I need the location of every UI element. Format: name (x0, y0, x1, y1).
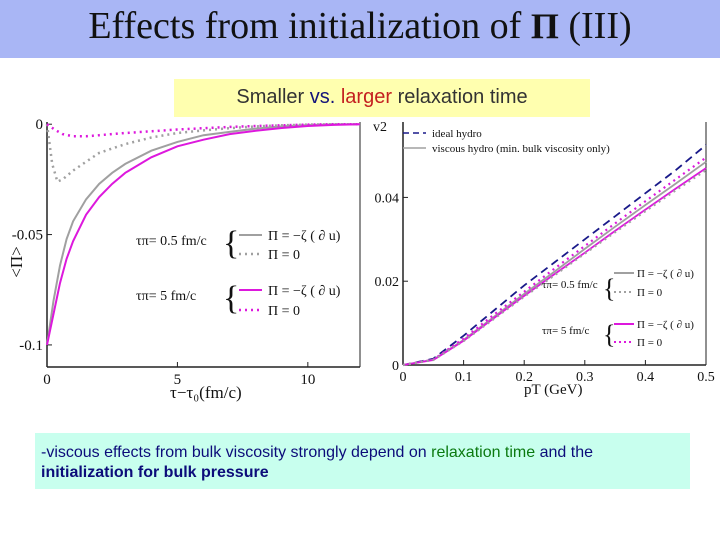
right-y-tick-label: 0.02 (375, 275, 400, 290)
left-legend-brace-2: { (223, 280, 239, 317)
left-legend-solid-label-2: Π = −ζ ( ∂ u) (268, 284, 341, 299)
right-legend-brace-1: { (603, 274, 615, 303)
right-legend-viscous-label: viscous hydro (min. bulk viscosity only) (432, 143, 610, 155)
left-legend-dotted-label-2: Π = 0 (268, 304, 300, 319)
slide-title-symbol: Π (530, 6, 559, 46)
left-y-tick-label: 0 (36, 117, 44, 133)
subtitle-box: Smaller vs. larger relaxation time (174, 79, 590, 117)
right-series-navy-dashed (402, 144, 707, 366)
right-x-tick-label: 0.1 (455, 370, 473, 385)
subtitle-part1: Smaller (236, 86, 305, 108)
right-x-tick-label: 0.3 (576, 370, 594, 385)
left-series-magenta-solid (46, 123, 361, 346)
left-legend-group1-label: τπ= 0.5 fm/c (136, 234, 207, 249)
note-part1: -viscous effects from bulk viscosity str… (41, 444, 427, 461)
left-series-gray-solid (46, 123, 361, 346)
subtitle: Smaller vs. larger relaxation time (174, 86, 590, 109)
right-legend-ideal-label: ideal hydro (432, 128, 482, 140)
right-y-tick-label: 0.04 (375, 191, 400, 206)
right-legend-solid-label-2: Π = −ζ ( ∂ u) (637, 319, 694, 331)
left-y-tick-label: -0.1 (19, 338, 43, 354)
left-x-tick-label: 0 (43, 372, 51, 388)
right-x-tick-label: 0.2 (515, 370, 533, 385)
right-y-axis-label: v2 (373, 120, 387, 135)
right-legend-dotted-label-2: Π = 0 (637, 337, 663, 349)
right-x-tick-label: 0 (400, 370, 407, 385)
left-x-axis-label: τ−τ₀(fm/c) (170, 383, 242, 402)
right-x-tick-label: 0.5 (697, 370, 715, 385)
left-x-tick-label: 5 (174, 372, 182, 388)
right-x-axis-label: pT (GeV) (524, 382, 582, 398)
slide-title: Effects from initialization of Π (III) (0, 4, 720, 48)
right-legend-solid-label: Π = −ζ ( ∂ u) (637, 268, 694, 280)
charts-canvas: 0 5 10 0 -0.05 -0.1 τ−τ₀(fm/c) <Π> τπ= 0.5 fm/c {… (7, 117, 715, 402)
title-bar: Effects from initialization of Π (III) (0, 0, 720, 58)
slide-title-text: Effects from initialization of (88, 5, 522, 47)
right-legend-group2-label: τπ= 5 fm/c (542, 325, 589, 337)
note-text: -viscous effects from bulk viscosity str… (41, 443, 686, 483)
right-y-tick-label: 0 (392, 359, 399, 374)
note-box: -viscous effects from bulk viscosity str… (35, 433, 690, 489)
right-legend-group1-label: τπ= 0.5 fm/c (542, 279, 598, 291)
note-part4: initialization for bulk pressure (41, 464, 269, 481)
subtitle-part3: larger (340, 86, 392, 108)
subtitle-part4: relaxation time (397, 86, 528, 108)
left-series-gray-dotted (45, 122, 360, 184)
subtitle-part2: vs. (309, 86, 336, 108)
left-x-tick-label: 10 (300, 372, 315, 388)
right-legend-brace-2: { (603, 320, 615, 349)
right-x-tick-label: 0.4 (637, 370, 655, 385)
left-series-magenta-dotted (46, 122, 360, 138)
right-legend-dotted-label: Π = 0 (637, 287, 663, 299)
left-y-tick-label: -0.05 (12, 228, 43, 244)
left-legend-group2-label: τπ= 5 fm/c (136, 289, 196, 304)
left-y-axis-label: <Π> (7, 246, 26, 277)
right-series-magenta-dotted (402, 156, 707, 367)
note-part2: relaxation time (431, 444, 536, 461)
note-part3: and the (539, 444, 593, 461)
left-legend-dotted-label: Π = 0 (268, 248, 300, 263)
right-series-gray-dotted (402, 169, 707, 367)
left-legend-brace-1: { (223, 225, 239, 262)
left-legend-solid-label: Π = −ζ ( ∂ u) (268, 229, 341, 244)
slide-title-suffix: (III) (568, 5, 632, 47)
